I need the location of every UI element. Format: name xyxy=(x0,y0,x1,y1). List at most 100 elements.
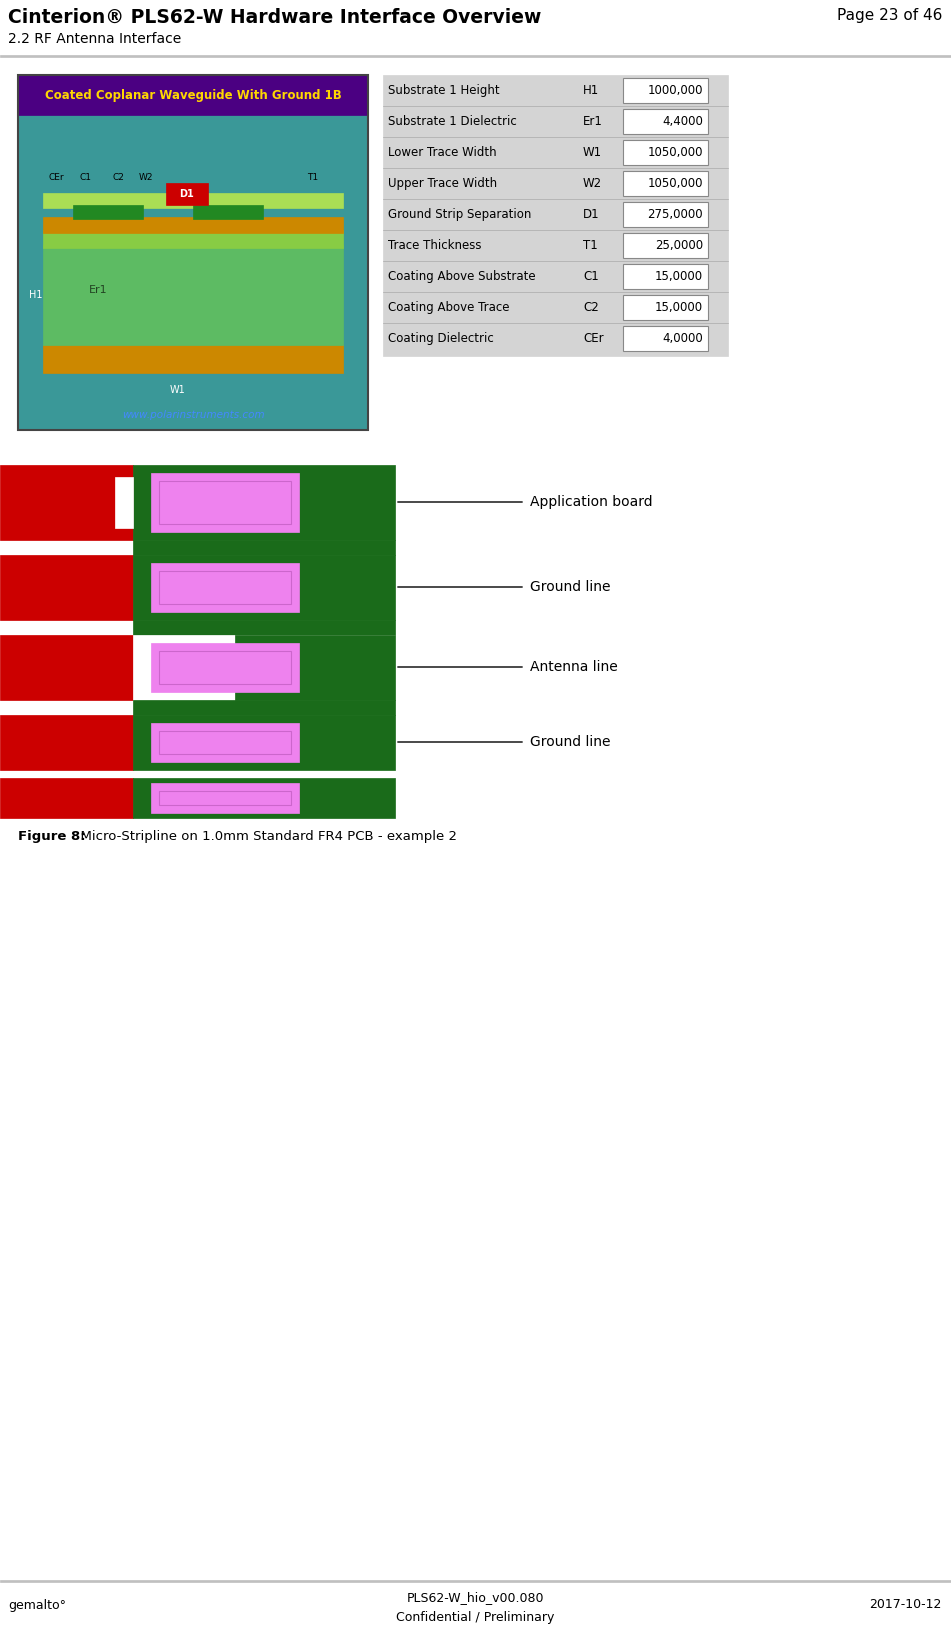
Text: H1: H1 xyxy=(583,84,599,97)
Text: Figure 8:: Figure 8: xyxy=(18,830,86,843)
Bar xyxy=(0,56,951,57)
Text: T1: T1 xyxy=(583,240,598,253)
Text: C2: C2 xyxy=(583,300,599,313)
Text: W2: W2 xyxy=(139,174,153,182)
Text: Page 23 of 46: Page 23 of 46 xyxy=(837,8,942,23)
Bar xyxy=(623,108,708,135)
Text: PLS62-W_hio_v00.080: PLS62-W_hio_v00.080 xyxy=(406,1592,544,1605)
Bar xyxy=(623,264,708,289)
Text: 25,0000: 25,0000 xyxy=(655,240,703,253)
Bar xyxy=(73,205,143,218)
Text: 1000,000: 1000,000 xyxy=(648,84,703,97)
Bar xyxy=(115,478,133,528)
Bar xyxy=(133,635,395,701)
Bar xyxy=(0,715,133,770)
Bar xyxy=(151,643,299,693)
Text: Upper Trace Width: Upper Trace Width xyxy=(388,177,497,190)
Text: H1: H1 xyxy=(29,290,43,300)
Bar xyxy=(193,205,263,218)
Bar xyxy=(43,230,343,248)
Bar xyxy=(0,1580,951,1582)
Bar xyxy=(166,184,208,205)
Bar xyxy=(159,651,291,684)
Bar xyxy=(623,79,708,103)
Text: www.polarinstruments.com: www.polarinstruments.com xyxy=(122,410,264,420)
Text: Antenna line: Antenna line xyxy=(530,660,618,674)
Text: 1050,000: 1050,000 xyxy=(648,177,703,190)
Text: C1: C1 xyxy=(583,271,599,282)
Bar xyxy=(623,108,708,135)
Text: W1: W1 xyxy=(583,146,602,159)
Bar xyxy=(133,555,395,620)
Text: Micro-Stripline on 1.0mm Standard FR4 PCB - example 2: Micro-Stripline on 1.0mm Standard FR4 PC… xyxy=(72,830,457,843)
Bar xyxy=(151,563,299,612)
Bar xyxy=(0,464,133,540)
Bar xyxy=(623,139,708,166)
Text: 1050,000: 1050,000 xyxy=(648,146,703,159)
Bar xyxy=(383,75,728,356)
Text: Coating Above Substrate: Coating Above Substrate xyxy=(388,271,535,282)
Bar xyxy=(133,464,395,540)
Text: Application board: Application board xyxy=(530,496,652,509)
Text: C1: C1 xyxy=(80,174,92,182)
Text: 15,0000: 15,0000 xyxy=(655,300,703,313)
Bar xyxy=(0,635,133,701)
Bar xyxy=(43,194,343,208)
Bar xyxy=(623,295,708,320)
Bar xyxy=(623,171,708,195)
Bar xyxy=(133,540,395,555)
Text: Coated Coplanar Waveguide With Ground 1B: Coated Coplanar Waveguide With Ground 1B xyxy=(45,89,341,102)
Bar xyxy=(133,701,395,715)
Text: Coating Dielectric: Coating Dielectric xyxy=(388,331,494,345)
Bar xyxy=(133,715,395,770)
Bar xyxy=(623,79,708,103)
Bar xyxy=(18,75,368,115)
Bar xyxy=(623,202,708,226)
Text: W2: W2 xyxy=(583,177,602,190)
Text: D1: D1 xyxy=(180,189,194,199)
Bar xyxy=(623,171,708,195)
Text: 275,0000: 275,0000 xyxy=(648,208,703,222)
Bar xyxy=(151,783,299,812)
Text: Ground line: Ground line xyxy=(530,735,611,748)
Bar xyxy=(235,635,395,701)
Text: C2: C2 xyxy=(112,174,124,182)
Text: gemalto°: gemalto° xyxy=(8,1598,66,1611)
Text: Ground Strip Separation: Ground Strip Separation xyxy=(388,208,532,222)
Text: Er1: Er1 xyxy=(88,286,107,295)
Bar xyxy=(151,473,299,532)
Text: D1: D1 xyxy=(583,208,600,222)
Bar xyxy=(623,202,708,226)
Text: Ground line: Ground line xyxy=(530,579,611,594)
Bar xyxy=(159,730,291,753)
Text: 2.2 RF Antenna Interface: 2.2 RF Antenna Interface xyxy=(8,33,182,46)
Text: Confidential / Preliminary: Confidential / Preliminary xyxy=(396,1611,554,1625)
Bar xyxy=(0,555,133,620)
Text: Coating Above Trace: Coating Above Trace xyxy=(388,300,510,313)
Bar xyxy=(623,233,708,258)
Text: Er1: Er1 xyxy=(583,115,603,128)
Bar xyxy=(133,778,395,817)
Bar xyxy=(43,217,343,233)
Text: Substrate 1 Height: Substrate 1 Height xyxy=(388,84,499,97)
Text: Cinterion® PLS62-W Hardware Interface Overview: Cinterion® PLS62-W Hardware Interface Ov… xyxy=(8,8,541,26)
Bar xyxy=(18,75,368,430)
Text: Substrate 1 Dielectric: Substrate 1 Dielectric xyxy=(388,115,516,128)
Bar xyxy=(43,245,343,345)
Text: 4,0000: 4,0000 xyxy=(662,331,703,345)
Bar xyxy=(151,724,299,761)
Text: Lower Trace Width: Lower Trace Width xyxy=(388,146,496,159)
Bar xyxy=(623,295,708,320)
Text: 2017-10-12: 2017-10-12 xyxy=(869,1598,942,1611)
Bar xyxy=(623,139,708,166)
Text: Trace Thickness: Trace Thickness xyxy=(388,240,481,253)
Text: T1: T1 xyxy=(307,174,319,182)
Bar xyxy=(623,327,708,351)
Text: CEr: CEr xyxy=(583,331,604,345)
Bar xyxy=(623,327,708,351)
Bar xyxy=(159,481,291,523)
Bar xyxy=(159,571,291,604)
Bar xyxy=(0,778,133,817)
Text: 15,0000: 15,0000 xyxy=(655,271,703,282)
Bar xyxy=(623,264,708,289)
